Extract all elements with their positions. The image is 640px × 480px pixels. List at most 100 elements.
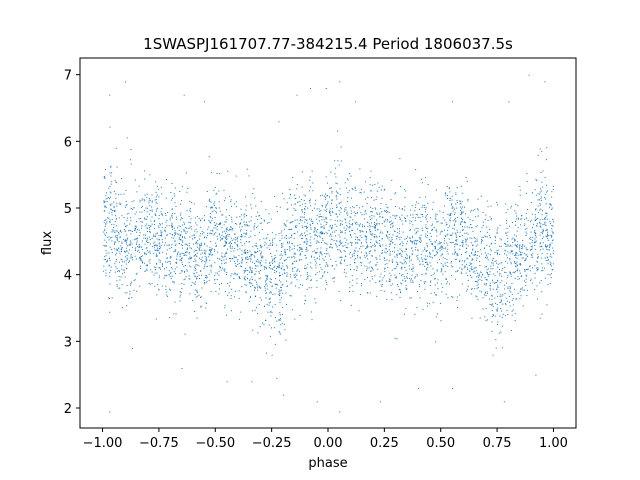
data-point (344, 269, 346, 271)
data-point (471, 259, 473, 261)
data-point (171, 215, 173, 217)
data-point (351, 242, 353, 244)
data-point (153, 242, 155, 244)
data-point (180, 231, 182, 233)
data-point (111, 240, 113, 242)
data-point (284, 329, 286, 331)
data-point (425, 272, 427, 274)
data-point (126, 203, 128, 205)
data-point (325, 196, 327, 198)
data-point (236, 223, 238, 225)
data-point (265, 279, 267, 281)
data-point (322, 258, 324, 260)
data-point (358, 310, 360, 312)
data-point (514, 271, 516, 273)
data-point (436, 214, 438, 216)
data-point (209, 198, 211, 200)
data-point (194, 276, 196, 278)
data-point (219, 258, 221, 260)
data-point (269, 264, 271, 266)
data-point (515, 255, 517, 257)
data-point (542, 229, 544, 231)
data-point (108, 236, 110, 238)
data-point (109, 275, 111, 277)
data-point (294, 252, 296, 254)
data-point (344, 232, 346, 234)
data-point (286, 303, 288, 305)
data-point (547, 263, 549, 265)
data-point (222, 214, 224, 216)
data-point (401, 214, 403, 216)
data-point (354, 233, 356, 235)
data-point (272, 293, 274, 295)
data-point (540, 231, 542, 233)
data-point (104, 255, 106, 257)
data-point (491, 310, 493, 312)
data-point (193, 243, 195, 245)
data-point (215, 211, 217, 213)
data-point (524, 270, 526, 272)
data-point (336, 206, 338, 208)
data-point (397, 262, 399, 264)
data-point (214, 283, 216, 285)
data-point (354, 186, 356, 188)
data-point (216, 279, 218, 281)
data-point (399, 243, 401, 245)
data-point (479, 275, 481, 277)
data-point (417, 250, 419, 252)
data-point (186, 269, 188, 271)
data-point (544, 197, 546, 199)
data-point (361, 285, 363, 287)
data-point (359, 257, 361, 259)
data-point (306, 248, 308, 250)
data-point (180, 259, 182, 261)
data-point (274, 261, 276, 263)
data-point (225, 228, 227, 230)
data-point (369, 177, 371, 179)
data-point (539, 219, 541, 221)
data-point (296, 274, 298, 276)
data-point (437, 220, 439, 222)
data-point (189, 242, 191, 244)
data-point (380, 284, 382, 286)
data-point (104, 233, 106, 235)
data-point (341, 242, 343, 244)
data-point (411, 241, 413, 243)
data-point (135, 221, 137, 223)
data-point (448, 187, 450, 189)
data-point (246, 277, 248, 279)
data-point (154, 245, 156, 247)
data-point (386, 234, 388, 236)
data-point (325, 231, 327, 233)
data-point (534, 189, 536, 191)
data-point (348, 253, 350, 255)
data-point (537, 261, 539, 263)
data-point (456, 252, 458, 254)
data-point (515, 266, 517, 268)
data-point (355, 257, 357, 259)
data-point (347, 226, 349, 228)
data-point (292, 177, 294, 179)
data-point (348, 223, 350, 225)
data-point (411, 235, 413, 237)
data-point (363, 213, 365, 215)
data-point (271, 255, 273, 257)
data-point (500, 246, 502, 248)
data-point (457, 231, 459, 233)
data-point (440, 242, 442, 244)
data-point (340, 256, 342, 258)
data-point (399, 239, 401, 241)
data-point (495, 282, 497, 284)
data-point (411, 205, 413, 207)
data-point (292, 263, 294, 265)
data-point (119, 202, 121, 204)
data-point (196, 252, 198, 254)
data-point (318, 241, 320, 243)
data-point (500, 331, 502, 333)
data-point (407, 257, 409, 259)
data-point (516, 230, 518, 232)
data-point (490, 219, 492, 221)
data-point (231, 228, 233, 230)
data-point (146, 239, 148, 241)
data-point (223, 245, 225, 247)
